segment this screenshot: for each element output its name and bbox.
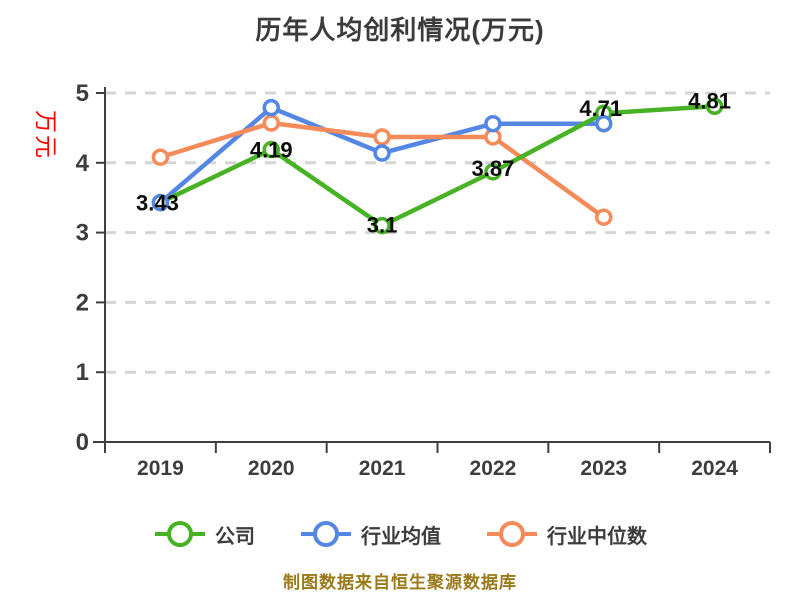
x-tick-label: 2022 xyxy=(470,457,517,480)
x-tick-label: 2019 xyxy=(137,457,184,480)
legend-label-company: 公司 xyxy=(215,525,255,548)
y-tick-label: 0 xyxy=(76,429,89,456)
x-tick-label: 2024 xyxy=(691,457,738,480)
y-tick-label: 5 xyxy=(76,80,89,107)
y-tick-label: 4 xyxy=(76,150,90,177)
company-point xyxy=(705,97,724,116)
company-point xyxy=(262,140,280,159)
y-tick-label: 1 xyxy=(76,359,89,386)
chart-legend: 公司 行业均值 行业中位数 xyxy=(0,518,800,550)
legend-label-industry-avg: 行业均值 xyxy=(361,525,441,548)
legend-item-company: 公司 xyxy=(153,518,255,550)
data-source-note: 制图数据来自恒生聚源数据库 xyxy=(283,573,517,592)
industry-median-point xyxy=(262,114,280,132)
company-point xyxy=(373,216,391,235)
legend-item-industry-avg: 行业均值 xyxy=(299,518,441,550)
industry-median-line-marker-icon xyxy=(487,521,537,547)
industry-median-point xyxy=(373,128,391,146)
industry-avg-point xyxy=(373,144,391,162)
industry-avg-point xyxy=(262,98,280,117)
industry-avg-line-marker-icon xyxy=(301,521,351,547)
x-tick-label: 2021 xyxy=(359,457,406,480)
point-label: 3.1 xyxy=(367,213,398,238)
x-tick-label: 2020 xyxy=(248,457,295,480)
industry-avg-point xyxy=(595,114,613,133)
industry-avg-point xyxy=(151,193,170,212)
company-point xyxy=(484,163,502,181)
y-tick-label: 2 xyxy=(76,289,89,316)
industry-avg-point xyxy=(484,114,502,133)
point-label: 4.71 xyxy=(579,96,622,121)
company-line xyxy=(158,104,717,228)
point-label: 4.81 xyxy=(688,88,731,113)
point-label: 4.19 xyxy=(250,138,293,163)
chart-title: 历年人均创利情况(万元) xyxy=(255,15,545,45)
x-tick-label: 2023 xyxy=(580,457,627,480)
point-label: 3.43 xyxy=(136,191,179,216)
company-line-marker-icon xyxy=(155,521,205,547)
legend-item-industry-median: 行业中位数 xyxy=(485,518,647,550)
industry-median-point xyxy=(151,148,170,166)
legend-label-industry-median: 行业中位数 xyxy=(547,525,647,548)
industry-median-point xyxy=(595,208,613,226)
point-label: 3.87 xyxy=(472,156,515,181)
y-tick-label: 3 xyxy=(76,220,89,247)
